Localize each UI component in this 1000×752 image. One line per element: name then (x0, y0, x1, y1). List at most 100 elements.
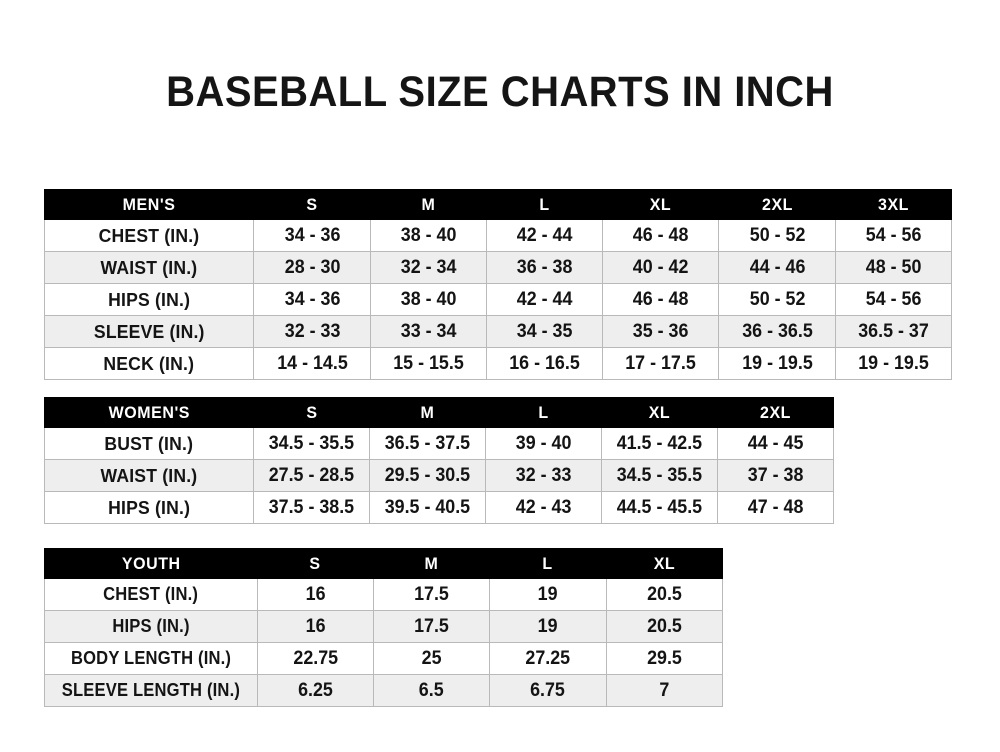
measurement-value: 19 - 19.5 (834, 347, 953, 380)
measurement-value: 17 - 17.5 (602, 347, 720, 380)
measurement-value: 34 - 35 (485, 315, 604, 348)
mens-size-header-m: M (369, 189, 487, 220)
measurement-value: 20.5 (605, 610, 724, 643)
womens-size-table: WOMEN'S S M L XL 2XL BUST (IN.) 34.5 - 35.5 36.5… (44, 397, 834, 524)
table-row: WAIST (IN.) 27.5 - 28.5 29.5 - 30.5 32 - 33… (44, 459, 834, 492)
table-row: NECK (IN.) 14 - 14.5 15 - 15.5 16 - 16.5 17 … (43, 347, 953, 380)
measurement-value: 46 - 48 (602, 283, 720, 316)
measurement-value: 37 - 38 (717, 459, 834, 492)
measurement-value: 19 (489, 578, 607, 611)
youth-size-table: YOUTH S M L XL CHEST (IN.) 16 17.5 19 20.5 HIPS (I… (44, 548, 724, 707)
measurement-value: 22.75 (256, 642, 374, 675)
measurement-value: 42 - 43 (485, 491, 602, 524)
measurement-value: 19 (489, 610, 607, 643)
measurement-label: HIPS (IN.) (43, 283, 255, 316)
measurement-value: 47 - 48 (717, 491, 834, 524)
measurement-value: 37.5 - 38.5 (253, 491, 370, 524)
measurement-value: 29.5 (605, 642, 724, 675)
measurement-value: 17.5 (372, 610, 491, 643)
measurement-value: 36.5 - 37 (834, 315, 953, 348)
measurement-value: 36 - 38 (485, 251, 604, 284)
measurement-value: 46 - 48 (602, 219, 720, 252)
youth-size-header-s: S (256, 548, 374, 579)
measurement-value: 39.5 - 40.5 (369, 491, 486, 524)
measurement-value: 54 - 56 (834, 219, 953, 252)
measurement-value: 54 - 56 (834, 283, 953, 316)
measurement-value: 44 - 45 (717, 427, 834, 460)
measurement-value: 38 - 40 (369, 219, 487, 252)
table-row: HIPS (IN.) 16 17.5 19 20.5 (44, 610, 724, 643)
measurement-value: 32 - 34 (369, 251, 487, 284)
measurement-value: 6.5 (372, 674, 491, 707)
womens-size-header-m: M (369, 397, 486, 428)
table-row: CHEST (IN.) 16 17.5 19 20.5 (44, 578, 724, 611)
mens-size-header-l: L (485, 189, 604, 220)
mens-size-header-xl: XL (602, 189, 720, 220)
youth-group-header: YOUTH (44, 548, 258, 579)
womens-size-header-xl: XL (601, 397, 718, 428)
measurement-value: 28 - 30 (253, 251, 371, 284)
table-row: HIPS (IN.) 37.5 - 38.5 39.5 - 40.5 42 - 43 4… (44, 491, 834, 524)
womens-size-header-s: S (253, 397, 370, 428)
measurement-value: 32 - 33 (485, 459, 602, 492)
youth-size-header-m: M (372, 548, 491, 579)
mens-size-header-2xl: 2XL (718, 189, 836, 220)
measurement-value: 16 (256, 610, 374, 643)
measurement-value: 16 - 16.5 (485, 347, 604, 380)
measurement-value: 44 - 46 (718, 251, 836, 284)
measurement-value: 27.25 (489, 642, 607, 675)
measurement-value: 34 - 36 (253, 219, 371, 252)
table-row: BUST (IN.) 34.5 - 35.5 36.5 - 37.5 39 - 40 4… (44, 427, 834, 460)
measurement-value: 38 - 40 (369, 283, 487, 316)
measurement-value: 40 - 42 (602, 251, 720, 284)
measurement-value: 50 - 52 (718, 219, 836, 252)
mens-group-header: MEN'S (43, 189, 255, 220)
womens-size-header-l: L (485, 397, 602, 428)
mens-size-header-s: S (253, 189, 371, 220)
measurement-label: WAIST (IN.) (44, 459, 254, 492)
measurement-value: 6.25 (256, 674, 374, 707)
page-title: BASEBALL SIZE CHARTS IN INCH (166, 68, 834, 116)
measurement-value: 29.5 - 30.5 (369, 459, 486, 492)
measurement-label: SLEEVE (IN.) (43, 315, 255, 348)
mens-size-header-3xl: 3XL (834, 189, 953, 220)
measurement-value: 32 - 33 (253, 315, 371, 348)
measurement-value: 44.5 - 45.5 (601, 491, 718, 524)
measurement-value: 20.5 (605, 578, 724, 611)
table-row: CHEST (IN.) 34 - 36 38 - 40 42 - 44 46 - 48 5… (43, 219, 953, 252)
womens-size-header-2xl: 2XL (717, 397, 834, 428)
measurement-value: 34.5 - 35.5 (253, 427, 370, 460)
measurement-label: HIPS (IN.) (44, 491, 254, 524)
measurement-label: NECK (IN.) (43, 347, 255, 380)
measurement-value: 6.75 (489, 674, 607, 707)
measurement-value: 14 - 14.5 (253, 347, 371, 380)
measurement-label: CHEST (IN.) (44, 578, 258, 611)
measurement-value: 36.5 - 37.5 (369, 427, 486, 460)
measurement-value: 19 - 19.5 (718, 347, 836, 380)
measurement-value: 35 - 36 (602, 315, 720, 348)
table-row: BODY LENGTH (IN.) 22.75 25 27.25 29.5 (44, 642, 724, 675)
table-row: SLEEVE (IN.) 32 - 33 33 - 34 34 - 35 35 - 36… (43, 315, 953, 348)
measurement-value: 17.5 (372, 578, 491, 611)
measurement-label: BODY LENGTH (IN.) (44, 642, 258, 675)
measurement-value: 36 - 36.5 (718, 315, 836, 348)
table-row: HIPS (IN.) 34 - 36 38 - 40 42 - 44 46 - 48 50… (43, 283, 953, 316)
measurement-label: CHEST (IN.) (43, 219, 255, 252)
measurement-value: 42 - 44 (485, 219, 604, 252)
measurement-value: 41.5 - 42.5 (601, 427, 718, 460)
measurement-value: 34 - 36 (253, 283, 371, 316)
measurement-value: 48 - 50 (834, 251, 953, 284)
measurement-value: 15 - 15.5 (369, 347, 487, 380)
mens-size-table: MEN'S S M L XL 2XL 3XL CHEST (IN.) 34 - 36 38 - 4… (43, 189, 953, 380)
table-row: WAIST (IN.) 28 - 30 32 - 34 36 - 38 40 - 42 4… (43, 251, 953, 284)
measurement-label: WAIST (IN.) (43, 251, 255, 284)
measurement-value: 39 - 40 (485, 427, 602, 460)
measurement-value: 50 - 52 (718, 283, 836, 316)
measurement-value: 33 - 34 (369, 315, 487, 348)
womens-group-header: WOMEN'S (44, 397, 254, 428)
measurement-label: HIPS (IN.) (44, 610, 258, 643)
table-row: SLEEVE LENGTH (IN.) 6.25 6.5 6.75 7 (44, 674, 724, 707)
youth-size-header-xl: XL (605, 548, 724, 579)
youth-size-header-l: L (489, 548, 607, 579)
